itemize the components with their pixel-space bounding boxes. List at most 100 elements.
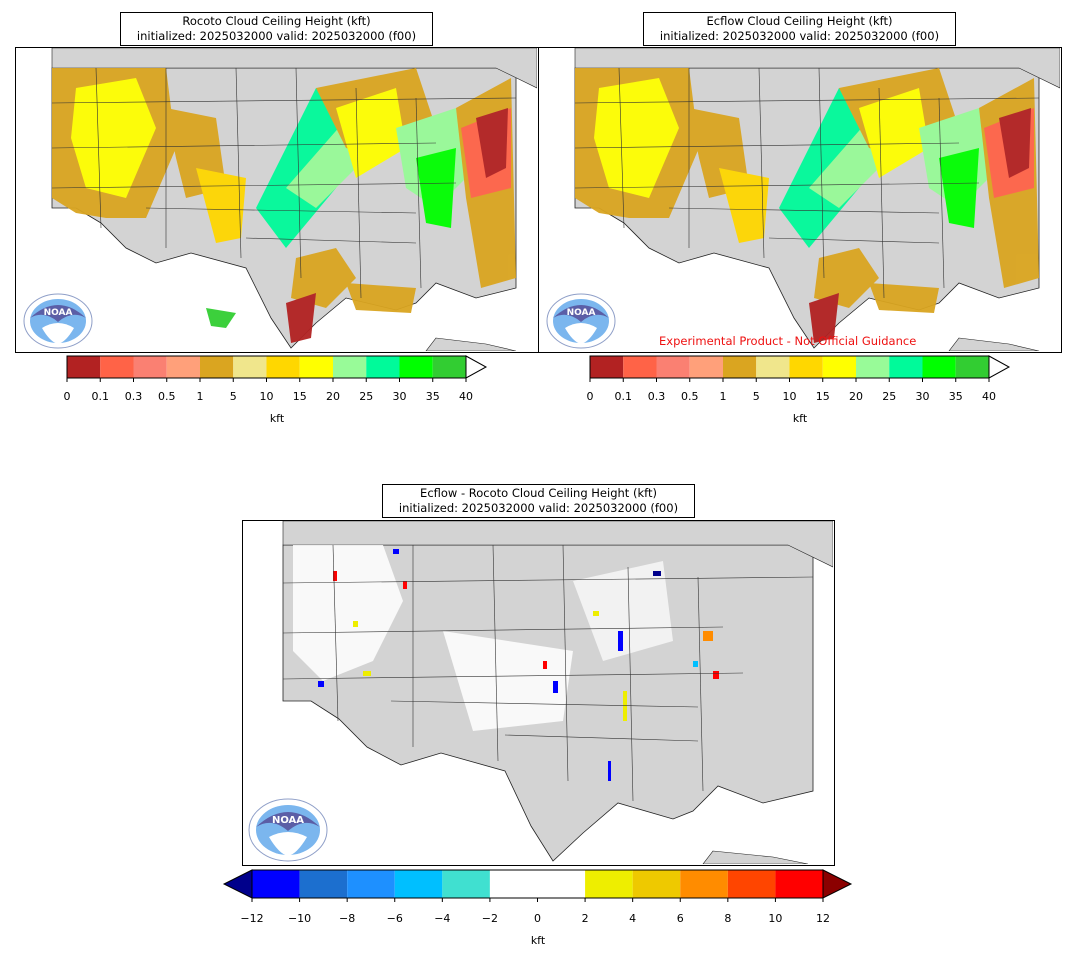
diff-colorbar-swatch	[585, 870, 633, 898]
rocoto-colorbar-swatch	[200, 356, 234, 378]
ecflow-colorbar-swatch	[955, 356, 989, 378]
diff-colorbar-tick-label: −2	[481, 912, 499, 925]
rocoto-colorbar-swatch	[299, 356, 333, 378]
ecflow-colorbar-swatch	[723, 356, 757, 378]
rocoto-colorbar-tick-label: 15	[292, 390, 307, 403]
rocoto-colorbar-swatches	[66, 355, 488, 382]
rocoto-colorbar-swatch	[266, 356, 300, 378]
diff-title: Ecflow - Rocoto Cloud Ceiling Height (kf…	[382, 484, 695, 518]
diff-colorbar-swatch	[632, 870, 681, 898]
ecflow-colorbar-tick-label: 0.1	[614, 390, 633, 403]
ecflow-colorbar-tick-label: 40	[982, 390, 996, 403]
diff-colorbar-tick-label: −6	[386, 912, 403, 925]
ecflow-colorbar-tick-label: 5	[752, 390, 760, 403]
rocoto-colorbar-swatch	[166, 356, 200, 378]
svg-text:NOAA: NOAA	[567, 308, 596, 318]
ecflow-colorbar-tick-label: 0	[586, 390, 594, 403]
rocoto-colorbar-tick-label: 40	[459, 390, 473, 403]
ecflow-colorbar-tick-label: 20	[849, 390, 863, 403]
ecflow-colorbar-tick-label: 30	[915, 390, 930, 403]
rocoto-title-line2: initialized: 2025032000 valid: 202503200…	[136, 29, 417, 43]
diff-map: NOAA	[242, 520, 835, 866]
ecflow-colorbar-tick-label: 10	[782, 390, 797, 403]
diff-colorbar-swatch	[489, 870, 538, 898]
rocoto-colorbar-tick-label: 10	[259, 390, 274, 403]
cuba-land	[702, 850, 809, 864]
ecflow-colorbar-swatch	[789, 356, 823, 378]
diff-colorbar-tick-label: −10	[287, 912, 312, 925]
canada-land	[51, 48, 537, 89]
diff-title-line2: initialized: 2025032000 valid: 202503200…	[398, 501, 679, 515]
diff-colorbar-unit: kft	[530, 934, 546, 947]
canada-land	[282, 521, 833, 568]
diff-colorbar-swatch	[347, 870, 395, 898]
ceiling-data-overlay	[575, 68, 1039, 343]
rocoto-colorbar-tick-label: 5	[229, 390, 237, 403]
ecflow-colorbar-swatch	[590, 356, 624, 378]
noaa-logo-icon: NOAA	[248, 798, 328, 862]
diff-colorbar-swatch	[537, 870, 586, 898]
rocoto-colorbar-swatch	[100, 356, 134, 378]
diff-map-canvas	[282, 521, 833, 864]
svg-text:NOAA: NOAA	[272, 815, 304, 826]
diff-colorbar-tick-label: 8	[724, 912, 732, 925]
rocoto-colorbar-tick-label: 30	[392, 390, 407, 403]
ceiling-data-overlay	[52, 68, 516, 343]
rocoto-colorbar-tick-label: 35	[425, 390, 440, 403]
diff-colorbar: −12 −10 −8 −6 −4 −2 0 2 4 6 8 10 12 kft	[222, 869, 853, 952]
state-borders	[51, 67, 517, 299]
noaa-logo-icon: NOAA	[23, 293, 93, 349]
rocoto-title: Rocoto Cloud Ceiling Height (kft) initia…	[120, 12, 433, 46]
rocoto-title-line1: Rocoto Cloud Ceiling Height (kft)	[182, 14, 371, 28]
noaa-logo-icon: NOAA	[546, 293, 616, 349]
rocoto-colorbar: 0 0.1 0.3 0.5 1 5 10 15 20 25 30 35 40 kft	[63, 355, 488, 426]
ecflow-colorbar: 0 0.1 0.3 0.5 1 5 10 15 20 25 30 35 40 kft	[586, 355, 1011, 426]
rocoto-colorbar-swatch	[333, 356, 367, 378]
ecflow-colorbar-extend-max	[988, 355, 1011, 379]
rocoto-colorbar-unit: kft	[269, 412, 285, 425]
ecflow-title-line2: initialized: 2025032000 valid: 202503200…	[659, 29, 940, 43]
diff-title-line1: Ecflow - Rocoto Cloud Ceiling Height (kf…	[420, 486, 657, 500]
state-borders	[574, 67, 1040, 299]
ecflow-colorbar-tick-label: 0.5	[681, 390, 699, 403]
diff-colorbar-swatch	[394, 870, 443, 898]
canada-land	[574, 48, 1060, 89]
rocoto-colorbar-tick-label: 0.3	[124, 390, 143, 403]
ecflow-colorbar-tick-label: 35	[948, 390, 963, 403]
ecflow-colorbar-swatch	[922, 356, 956, 378]
ecflow-colorbar-unit: kft	[792, 412, 808, 425]
ecflow-colorbar-swatch	[822, 356, 856, 378]
diff-data-overlay	[293, 545, 719, 781]
diff-colorbar-extend-max	[822, 869, 853, 899]
diff-colorbar-tick-label: −8	[339, 912, 356, 925]
rocoto-colorbar-tick-label: 0	[63, 390, 71, 403]
rocoto-map: NOAA	[15, 47, 539, 353]
rocoto-colorbar-tick-label: 1	[196, 390, 204, 403]
diff-colorbar-swatches	[222, 869, 853, 902]
experimental-disclaimer: Experimental Product - Not Official Guid…	[659, 334, 917, 348]
rocoto-colorbar-swatch	[366, 356, 400, 378]
ecflow-colorbar-swatch	[856, 356, 890, 378]
ecflow-colorbar-swatches	[589, 355, 1011, 382]
cuba-land	[425, 337, 517, 351]
ecflow-map: NOAA	[538, 47, 1062, 353]
ecflow-colorbar-tick-label: 0.3	[647, 390, 666, 403]
diff-colorbar-swatch	[775, 870, 823, 898]
rocoto-colorbar-swatch	[399, 356, 433, 378]
diff-colorbar-tick-label: 2	[581, 912, 589, 925]
diff-colorbar-tick-label: −4	[434, 912, 451, 925]
diff-colorbar-tick-label: 4	[629, 912, 637, 925]
diff-colorbar-swatch	[727, 870, 776, 898]
svg-text:NOAA: NOAA	[44, 308, 73, 318]
ecflow-colorbar-swatch	[689, 356, 723, 378]
cuba-land	[948, 337, 1040, 351]
ecflow-map-canvas	[574, 48, 1060, 351]
ecflow-colorbar-tick-label: 25	[882, 390, 897, 403]
ecflow-colorbar-swatch	[889, 356, 923, 378]
ecflow-colorbar-swatch	[623, 356, 657, 378]
rocoto-colorbar-tick-label: 0.5	[158, 390, 176, 403]
ecflow-colorbar-swatch	[756, 356, 790, 378]
rocoto-map-canvas	[51, 48, 537, 351]
rocoto-colorbar-swatch	[233, 356, 267, 378]
ecflow-colorbar-tick-label: 15	[815, 390, 830, 403]
